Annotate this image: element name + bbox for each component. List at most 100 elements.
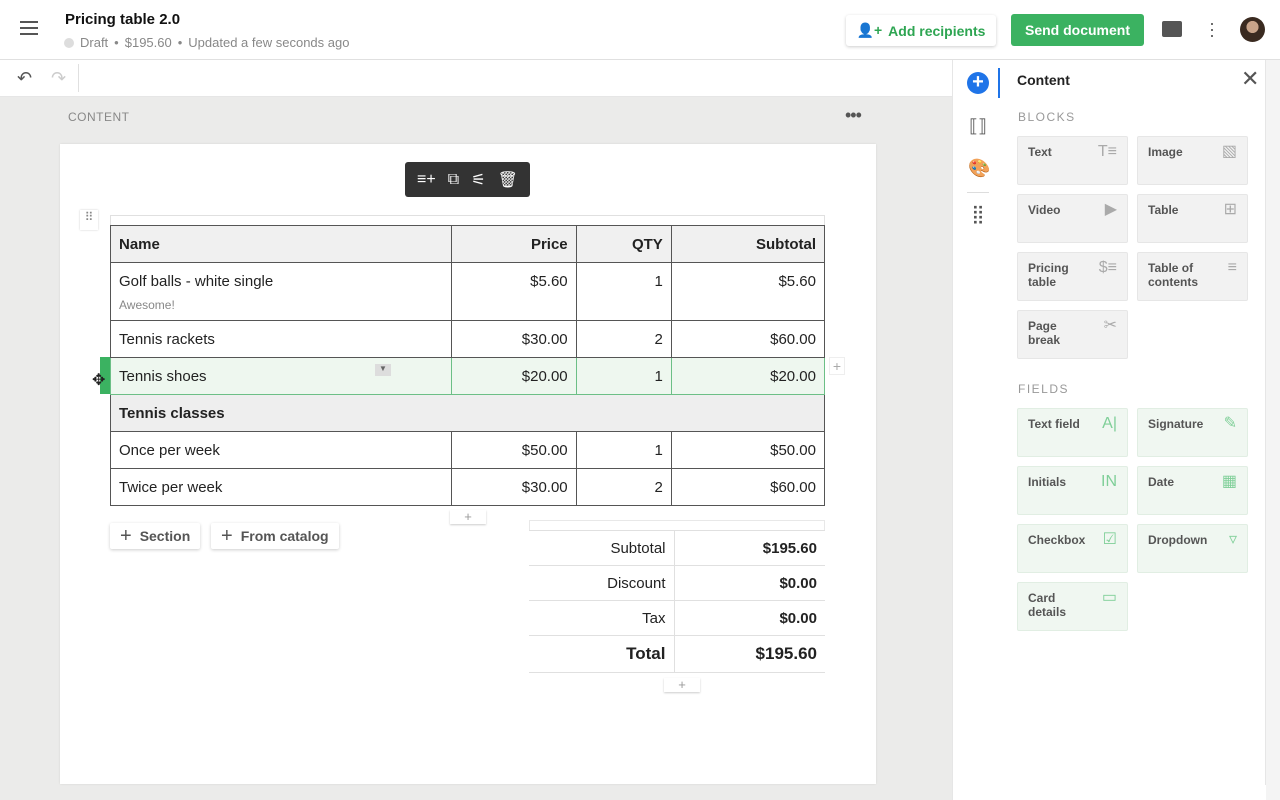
block-text[interactable]: Text T≡ — [1017, 136, 1128, 185]
price-cell[interactable]: $5.60 — [450, 262, 577, 321]
active-indicator — [998, 68, 1000, 98]
item-name-cell[interactable]: Golf balls - white single Awesome! — [110, 262, 452, 321]
summary-row: Tax $0.00 — [529, 600, 825, 636]
price-cell[interactable]: $30.00 — [450, 468, 577, 506]
subtotal-cell[interactable]: $60.00 — [670, 320, 826, 358]
delete-icon[interactable]: 🗑 — [497, 171, 518, 189]
item-name: Golf balls - white single — [119, 273, 274, 290]
add-section-button[interactable]: + Section — [110, 523, 201, 549]
document-title[interactable]: Pricing table 2.0 — [65, 11, 181, 28]
block-video[interactable]: Video ▶ — [1017, 194, 1128, 243]
close-icon[interactable]: ✕ — [1241, 66, 1260, 91]
subtotal-cell[interactable]: $50.00 — [670, 431, 826, 469]
menu-icon[interactable] — [20, 21, 38, 35]
drag-handle-icon[interactable]: ⠿ — [80, 210, 98, 230]
subtotal-cell[interactable]: $60.00 — [670, 468, 826, 506]
avatar[interactable] — [1240, 17, 1265, 42]
qty-cell[interactable]: 2 — [575, 468, 672, 506]
card-label: Text field — [1028, 417, 1080, 431]
summary-value: $195.60 — [674, 635, 825, 673]
redo-icon[interactable]: ↷ — [51, 68, 67, 88]
content-panel: Content ✕ BLOCKS FIELDS Text T≡ Image ▧ Vide… — [1001, 60, 1266, 785]
field-date[interactable]: Date ▦ — [1137, 466, 1248, 515]
qty-cell[interactable]: 1 — [575, 431, 672, 469]
add-section-label: Section — [139, 528, 191, 544]
top-bar: Pricing table 2.0 Draft • $195.60 • Update… — [0, 0, 1280, 60]
add-row-icon[interactable]: ≡+ — [417, 170, 436, 188]
block-table-of-contents[interactable]: Table of contents ≡ — [1137, 252, 1248, 301]
panel-title: Content — [1017, 72, 1070, 88]
blocks-heading: BLOCKS — [1018, 110, 1076, 124]
undo-icon[interactable]: ↶ — [17, 68, 33, 88]
add-recipients-button[interactable]: 👤+ Add recipients — [846, 15, 996, 46]
item-name-cell[interactable]: Twice per week — [110, 468, 452, 506]
more-vert-icon[interactable]: · · · — [1209, 13, 1215, 45]
summary-table: Subtotal $195.60 Discount $0.00 Tax $0.00 Tota… — [529, 530, 825, 673]
field-text-field[interactable]: Text field A| — [1017, 408, 1128, 457]
table-row[interactable]: Golf balls - white single Awesome! $5.60 1 $… — [110, 262, 826, 321]
apps-grid-icon[interactable]: ⣿ — [971, 204, 985, 224]
item-name-cell[interactable]: Tennis rackets — [110, 320, 452, 358]
field-signature[interactable]: Signature ✎ — [1137, 408, 1248, 457]
table-row[interactable]: Once per week $50.00 1 $50.00 — [110, 431, 826, 469]
more-horiz-icon[interactable]: ••• — [845, 105, 862, 125]
from-catalog-button[interactable]: + From catalog — [211, 523, 339, 549]
price-cell[interactable]: $20.00 — [450, 357, 577, 395]
price-cell[interactable]: $30.00 — [450, 320, 577, 358]
qty-cell[interactable]: 1 — [575, 262, 672, 321]
updated-text: Updated a few seconds ago — [188, 35, 350, 50]
scissors-icon: ✂ — [1103, 317, 1117, 334]
video-icon: ▶ — [1104, 201, 1117, 218]
variables-icon[interactable]: ⟦⟧ — [969, 116, 987, 136]
table-row[interactable]: Tennis shoes $20.00 1 $20.00 — [110, 357, 826, 395]
add-content-icon[interactable]: + — [967, 72, 989, 94]
status-text: Draft — [80, 35, 109, 50]
chat-icon[interactable] — [1162, 21, 1182, 37]
table-row[interactable]: Twice per week $30.00 2 $60.00 — [110, 468, 826, 506]
column-header[interactable]: Subtotal — [670, 225, 826, 263]
subtotal-cell[interactable]: $5.60 — [670, 262, 826, 321]
block-table[interactable]: Table ⊞ — [1137, 194, 1248, 243]
section-name[interactable]: Tennis classes — [110, 394, 825, 432]
text-field-icon: A| — [1102, 415, 1117, 432]
checkbox-icon: ☑ — [1102, 531, 1117, 548]
item-name-cell[interactable]: Once per week — [110, 431, 452, 469]
column-header[interactable]: Name — [110, 225, 452, 263]
card-label: Pricing table — [1028, 261, 1069, 289]
row-dropdown-icon[interactable]: ▼ — [375, 364, 391, 376]
duplicate-icon[interactable]: ⧉ — [447, 170, 460, 188]
item-name: Once per week — [119, 441, 220, 459]
plus-icon: + — [221, 524, 233, 547]
add-row-button[interactable]: + — [450, 510, 486, 524]
item-note: Awesome! — [119, 298, 175, 312]
subtotal-cell[interactable]: $20.00 — [670, 357, 826, 395]
from-catalog-label: From catalog — [240, 528, 329, 544]
qty-cell[interactable]: 1 — [575, 357, 672, 395]
qty-cell[interactable]: 2 — [575, 320, 672, 358]
field-card-details[interactable]: Card details ▭ — [1017, 582, 1128, 631]
block-image[interactable]: Image ▧ — [1137, 136, 1248, 185]
field-dropdown[interactable]: Dropdown ▿ — [1137, 524, 1248, 573]
send-document-button[interactable]: Send document — [1011, 14, 1144, 46]
settings-sliders-icon[interactable]: ⚟ — [471, 171, 486, 189]
column-header[interactable]: Price — [450, 225, 577, 263]
add-column-button[interactable]: + — [829, 357, 845, 375]
block-pricing-table[interactable]: Pricing table $≡ — [1017, 252, 1128, 301]
section-row[interactable]: Tennis classes — [110, 394, 825, 432]
side-rail: + ⟦⟧ 🎨 ⣿ — [952, 60, 1001, 800]
item-name-cell[interactable]: Tennis shoes — [110, 357, 452, 395]
card-label: Initials — [1028, 475, 1067, 489]
summary-label: Tax — [529, 600, 675, 636]
table-header-row: Name Price QTY Subtotal — [110, 225, 826, 263]
move-icon[interactable]: ✥ — [92, 372, 106, 389]
price-cell[interactable]: $50.00 — [450, 431, 577, 469]
calendar-icon: ▦ — [1221, 473, 1237, 490]
field-checkbox[interactable]: Checkbox ☑ — [1017, 524, 1128, 573]
palette-icon[interactable]: 🎨 — [968, 158, 991, 178]
add-summary-row-button[interactable]: + — [664, 678, 700, 692]
block-page-break[interactable]: Page break ✂ — [1017, 310, 1128, 359]
column-header[interactable]: QTY — [575, 225, 672, 263]
table-row[interactable]: Tennis rackets $30.00 2 $60.00 — [110, 320, 826, 358]
field-initials[interactable]: Initials IN — [1017, 466, 1128, 515]
status-dot-icon — [64, 37, 74, 48]
